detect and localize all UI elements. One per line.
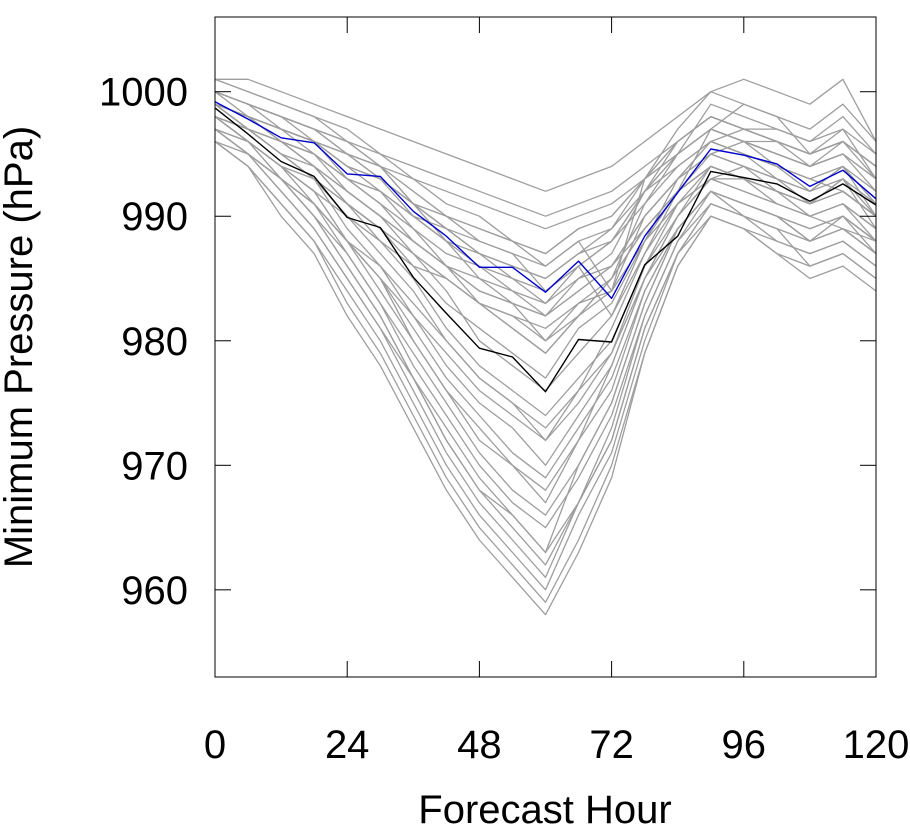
- series-line-member-10: [214, 115, 877, 379]
- series-line-member-30: [214, 103, 877, 267]
- series-layer: [214, 78, 877, 616]
- series-line-member-29: [214, 128, 877, 554]
- series-line-blue: [214, 101, 877, 300]
- series-line-member-24: [215, 78, 877, 192]
- series-line-member-21: [214, 103, 877, 417]
- series-line-member-23: [214, 116, 877, 329]
- series-line-member-13: [214, 78, 877, 342]
- series-line-member-22: [214, 128, 877, 516]
- x-tick-label-24: 24: [325, 723, 370, 767]
- series-line-member-35: [214, 140, 877, 603]
- series-line-member-5: [214, 116, 877, 504]
- series-line-member-27: [214, 115, 877, 354]
- tick-layer: [214, 17, 877, 677]
- y-tick-label-980: 980: [121, 320, 188, 364]
- label-layer: 0 24 48 72 96 120 960 970 980 990 1000: [99, 71, 909, 767]
- x-tick-label-0: 0: [204, 723, 226, 767]
- series-line-member-4: [214, 78, 877, 292]
- series-line-member-40: [214, 116, 877, 566]
- y-tick-label-990: 990: [121, 195, 188, 239]
- y-tick-label-970: 970: [121, 444, 188, 488]
- x-tick-label-72: 72: [589, 723, 634, 767]
- series-line-member-39: [214, 91, 877, 255]
- series-line-member-32: [214, 103, 877, 317]
- series-line-member-8: [214, 140, 877, 591]
- series-line-black: [214, 107, 877, 393]
- series-line-member-38: [214, 128, 877, 429]
- y-axis-title: Minimum Pressure (hPa): [0, 126, 41, 568]
- series-line-member-41: [214, 103, 877, 230]
- x-axis-title: Forecast Hour: [418, 788, 671, 827]
- plot-frame: [214, 16, 877, 678]
- series-line-member-34: [214, 91, 877, 305]
- series-line-member-3: [214, 103, 877, 342]
- x-tick-label-48: 48: [457, 723, 502, 767]
- y-tick-label-960: 960: [121, 569, 188, 613]
- series-line-member-17: [214, 103, 877, 466]
- x-tick-label-96: 96: [722, 723, 767, 767]
- series-line-member-37: [214, 115, 877, 305]
- x-tick-label-120: 120: [843, 723, 910, 767]
- series-line-member-12: [214, 103, 877, 392]
- y-tick-label-1000: 1000: [99, 71, 188, 115]
